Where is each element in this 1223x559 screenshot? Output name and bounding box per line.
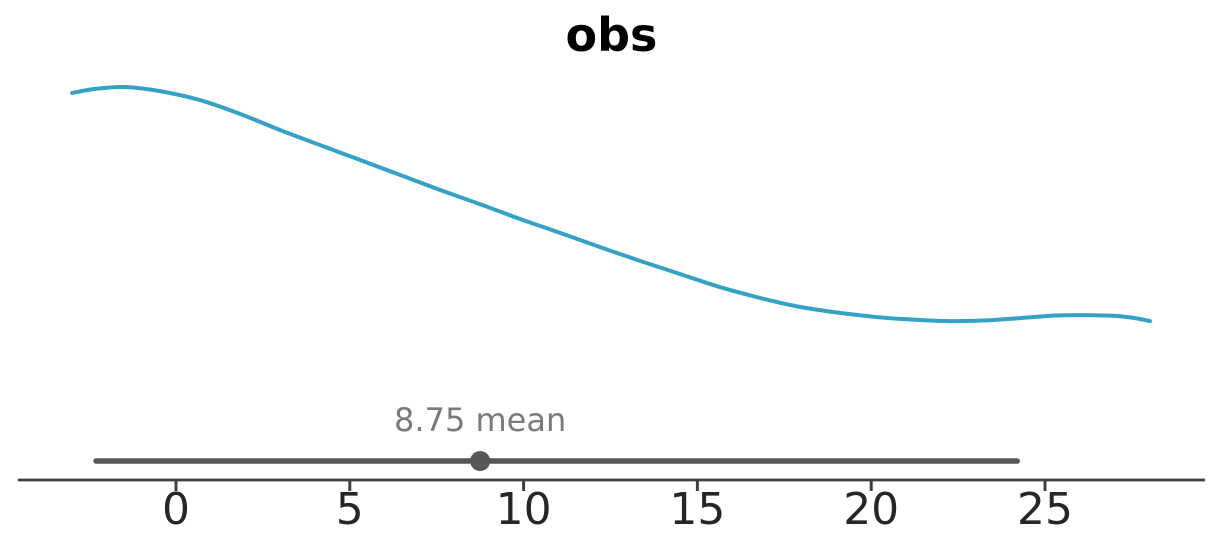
x-tick-label-15: 15 [669,484,726,535]
x-tick-label-5: 5 [335,484,364,535]
kde-curve [70,84,1152,324]
plot-title: obs [565,8,658,62]
point-estimate-label: 8.75 mean [394,401,567,439]
x-tick-label-0: 0 [162,484,190,535]
x-tick-label-25: 25 [1017,484,1073,535]
x-tick-label-10: 10 [495,484,552,535]
x-tick-label-20: 20 [843,484,900,535]
mean-point [470,451,491,471]
